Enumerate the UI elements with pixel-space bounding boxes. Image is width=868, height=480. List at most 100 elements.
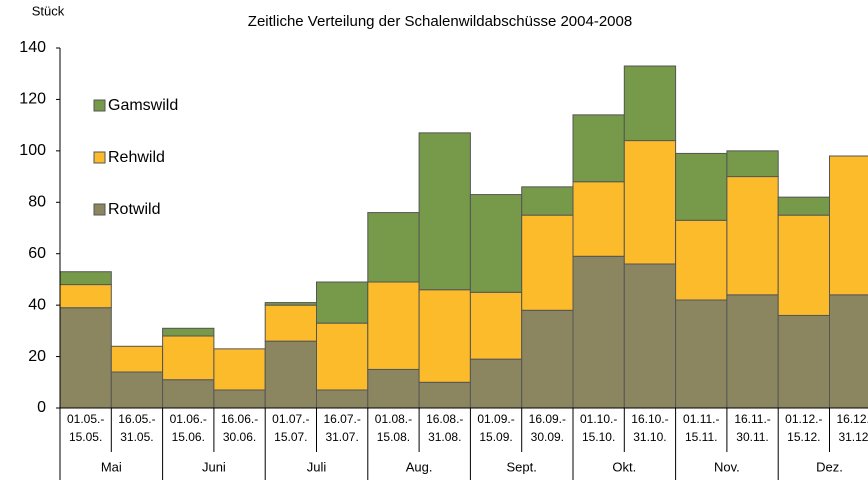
x-tick-label: 30.06. xyxy=(223,430,256,444)
y-axis-label: Stück xyxy=(32,3,65,18)
bar-segment xyxy=(367,368,420,409)
bar-segment xyxy=(623,65,677,142)
bar-segment xyxy=(59,271,112,286)
bar-segment xyxy=(264,340,318,409)
legend-swatch xyxy=(93,151,106,164)
bar-segment xyxy=(213,348,266,391)
x-tick-label: 31.07. xyxy=(325,430,358,444)
bar-segment xyxy=(162,379,215,409)
bar-segment xyxy=(418,289,471,383)
x-tick-label: 15.05. xyxy=(69,430,102,444)
x-tick-label: 16.10.- xyxy=(631,412,668,426)
x-tick-label: 31.12. xyxy=(838,430,868,444)
x-tick-label: 01.07.- xyxy=(272,412,309,426)
x-tick-label: 01.09.- xyxy=(477,412,514,426)
y-tick-label: 60 xyxy=(28,245,46,262)
x-tick-label: 01.08.- xyxy=(375,412,412,426)
x-tick-label: 15.06. xyxy=(172,430,205,444)
bar-segment xyxy=(316,281,369,324)
x-tick-label: 30.09. xyxy=(531,430,564,444)
bar-segment xyxy=(162,335,215,381)
bar-segment xyxy=(829,155,868,296)
x-tick-label: 31.05. xyxy=(120,430,153,444)
month-label: Aug. xyxy=(406,459,433,474)
bar-segment xyxy=(162,327,215,337)
month-label: Juni xyxy=(202,459,226,474)
x-tick-label: 01.06.- xyxy=(170,412,207,426)
x-tick-label: 01.10.- xyxy=(580,412,617,426)
bar-segment xyxy=(418,132,471,291)
bar-segment xyxy=(572,181,625,257)
y-tick-label: 140 xyxy=(19,39,46,56)
bar-segment xyxy=(675,152,728,221)
bar-segment xyxy=(367,281,420,370)
bar-segment xyxy=(59,284,112,309)
bar-segment xyxy=(59,307,112,409)
y-tick-label: 100 xyxy=(19,142,46,159)
bar-segment xyxy=(367,212,420,283)
x-tick-label: 15.10. xyxy=(582,430,615,444)
x-tick-label: 16.08.- xyxy=(426,412,463,426)
x-tick-label: 15.08. xyxy=(377,430,410,444)
bar-segment xyxy=(726,150,779,178)
y-tick-label: 0 xyxy=(37,399,46,416)
bar-segment xyxy=(469,194,523,293)
x-tick-label: 01.12.- xyxy=(785,412,822,426)
x-tick-label: 31.08. xyxy=(428,430,461,444)
bar-segment xyxy=(777,314,831,409)
bar-segment xyxy=(316,322,369,391)
bar-segment xyxy=(675,299,728,409)
bar-segment xyxy=(572,255,625,409)
x-tick-label: 16.09.- xyxy=(529,412,566,426)
bar-segment xyxy=(469,358,523,409)
bar-segment xyxy=(521,309,574,409)
bar-segment xyxy=(572,114,625,183)
month-label: Sept. xyxy=(507,459,537,474)
bar-segment xyxy=(110,345,164,373)
bar-segment xyxy=(264,304,318,342)
bar-segment xyxy=(264,302,318,306)
month-label: Okt. xyxy=(612,459,636,474)
x-tick-label: 01.11.- xyxy=(683,412,719,426)
bar-segment xyxy=(418,381,471,409)
legend-swatch xyxy=(93,203,106,216)
y-tick-label: 80 xyxy=(28,194,46,211)
month-label: Mai xyxy=(101,459,122,474)
x-tick-label: 15.11. xyxy=(685,430,717,444)
legend-label: Gamswild xyxy=(108,97,178,114)
bar-segment xyxy=(829,294,868,409)
x-tick-label: 15.12. xyxy=(787,430,820,444)
y-tick-label: 120 xyxy=(19,91,46,108)
x-tick-label: 16.05.- xyxy=(118,412,155,426)
bar-segment xyxy=(469,291,523,360)
month-label: Juli xyxy=(307,459,327,474)
bar-segment xyxy=(623,140,677,265)
chart-title: Zeitliche Verteilung der Schalenwildabsc… xyxy=(248,13,632,30)
x-tick-label: 16.12.- xyxy=(836,412,868,426)
bar-segment xyxy=(213,389,266,409)
bar-segment xyxy=(521,186,574,216)
x-tick-label: 30.11. xyxy=(736,430,768,444)
legend-label: Rehwild xyxy=(108,149,165,166)
x-tick-label: 15.09. xyxy=(479,430,512,444)
legend-swatch xyxy=(93,99,106,112)
x-tick-label: 16.07.- xyxy=(323,412,360,426)
month-label: Dez. xyxy=(816,459,843,474)
bar-segment xyxy=(675,219,728,301)
legend-label: Rotwild xyxy=(108,201,160,218)
x-tick-label: 31.10. xyxy=(633,430,666,444)
x-tick-label: 16.11.- xyxy=(734,412,770,426)
bar-segment xyxy=(316,389,369,409)
month-label: Nov. xyxy=(714,459,740,474)
bar-segment xyxy=(726,176,779,296)
bar-segment xyxy=(623,263,677,409)
x-tick-label: 16.06.- xyxy=(221,412,258,426)
bar-segment xyxy=(521,214,574,311)
x-tick-label: 15.07. xyxy=(274,430,307,444)
x-tick-label: 01.05.- xyxy=(67,412,104,426)
y-tick-label: 20 xyxy=(28,348,46,365)
bar-segment xyxy=(726,294,779,409)
bar-segment xyxy=(777,214,831,316)
bar-segment xyxy=(777,196,831,216)
